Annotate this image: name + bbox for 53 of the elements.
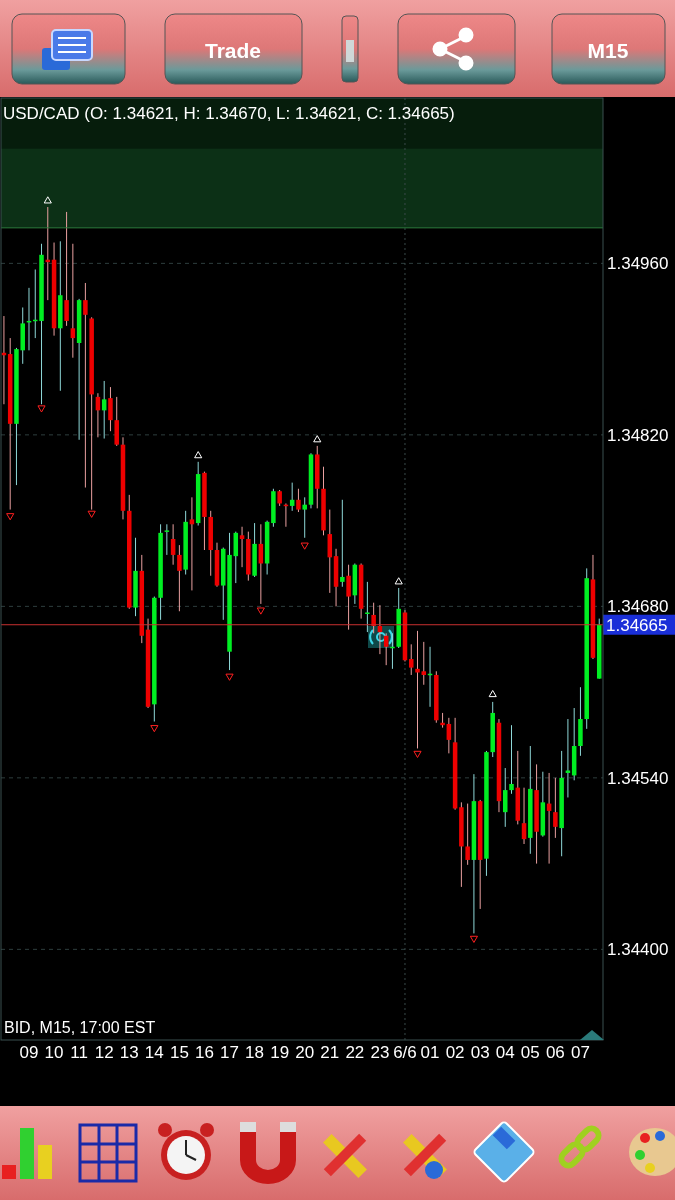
x-tick-label: 01 [420, 1043, 440, 1062]
x-tick-label: 02 [445, 1043, 465, 1062]
y-tick-label: 1.34820 [607, 425, 669, 445]
candlestick [465, 803, 470, 866]
x-tick-label: 07 [570, 1043, 590, 1062]
candlestick [365, 581, 370, 633]
x-tick-label: 23 [370, 1043, 390, 1062]
candlestick [509, 724, 514, 795]
y-tick-label: 1.34540 [607, 768, 669, 788]
candlestick [340, 499, 345, 588]
chart-title: USD/CAD (O: 1.34621, H: 1.34670, L: 1.34621, C: 1.34665) [3, 104, 455, 123]
x-tick-label: 18 [245, 1043, 265, 1062]
candlestick [415, 630, 420, 749]
candlestick [371, 602, 376, 634]
candlestick [164, 523, 170, 556]
y-tick-label: 1.34680 [607, 597, 669, 617]
x-tick-label: 10 [44, 1043, 64, 1062]
y-tick-label: 1.34400 [607, 940, 669, 960]
x-tick-label: 13 [119, 1043, 139, 1062]
text: Trade [204, 39, 262, 62]
annotation: BID, M15, 17:00 EST [4, 1019, 156, 1036]
x-tick-label: 21 [320, 1043, 340, 1062]
x-tick-label: 17 [220, 1043, 239, 1062]
y-tick-label: 1.34960 [607, 254, 669, 274]
x-tick-label: 22 [345, 1043, 365, 1062]
candlestick [302, 496, 307, 539]
x-tick-label: 16 [194, 1043, 214, 1062]
candlestick [553, 777, 558, 839]
x-tick-label: 14 [144, 1043, 164, 1062]
x-tick-label: 15 [169, 1043, 189, 1062]
x-tick-label: 06 [545, 1043, 565, 1062]
x-tick-label: 12 [94, 1043, 114, 1062]
x-tick-label: 20 [295, 1043, 315, 1062]
candlestick [70, 243, 76, 359]
x-tick-label: 03 [470, 1043, 490, 1062]
candlestick [177, 544, 182, 612]
candlestick [408, 643, 414, 676]
candlestick [83, 282, 88, 489]
candlestick [296, 488, 301, 513]
x-tick-label: 19 [270, 1043, 290, 1062]
candlestick [239, 526, 245, 568]
candlestick [108, 386, 113, 432]
ref-line-label: 1.34665 [606, 615, 668, 635]
candlestick [346, 564, 351, 631]
candlestick [64, 211, 69, 327]
x-tick-label: 05 [520, 1043, 540, 1062]
candlestick [421, 641, 427, 686]
x-tick-label: 04 [495, 1043, 515, 1062]
text: M15 [587, 39, 629, 62]
x-tick-label: 11 [70, 1043, 88, 1062]
x-tick-label: 09 [19, 1043, 39, 1062]
x-tick-label: 6/6 [393, 1043, 417, 1062]
candlestick [189, 496, 195, 591]
